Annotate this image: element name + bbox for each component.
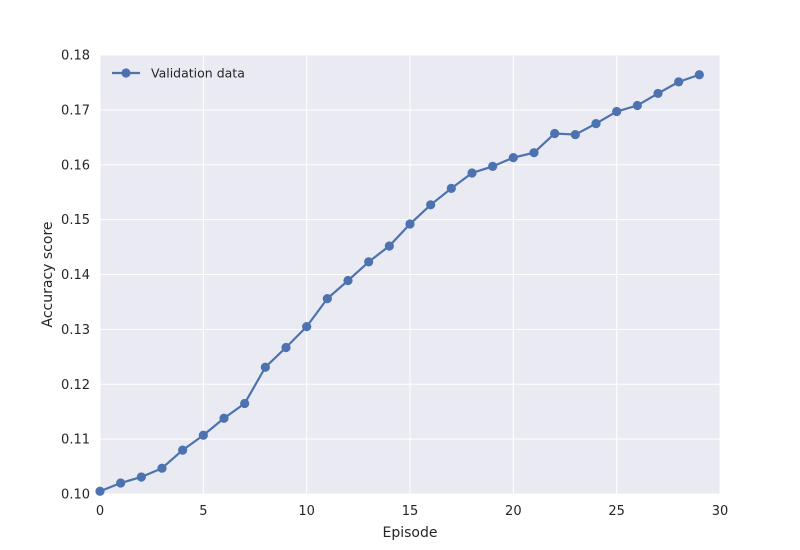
y-tick-label: 0.10 [61,488,90,503]
x-tick-label: 20 [505,504,522,519]
x-tick-label: 5 [199,504,207,519]
data-point [322,294,332,304]
data-point [364,257,374,267]
y-tick-label: 0.11 [61,433,90,448]
data-point [343,275,353,286]
data-point [281,342,291,353]
legend: Validation data [112,66,245,81]
data-point [178,445,188,455]
data-point [529,148,539,158]
data-point [591,118,601,129]
data-point [405,219,415,229]
data-point [612,106,622,117]
data-point [674,77,684,87]
x-tick-label: 15 [402,504,419,519]
data-point [653,88,663,99]
x-tick-label: 10 [298,504,315,519]
data-point [116,478,126,488]
data-point [488,161,498,171]
series-layer [95,70,704,496]
data-point [570,129,580,140]
x-axis-ticks: 0 5 10 15 20 25 30 [96,504,728,519]
legend-entry-validation-data: Validation data [151,66,245,81]
y-tick-label: 0.12 [61,378,90,393]
y-tick-label: 0.13 [61,323,90,338]
y-tick-label: 0.15 [61,213,90,228]
data-point [632,100,642,111]
y-axis-title: Accuracy score [40,222,56,328]
data-point [136,472,146,482]
data-point [426,200,436,210]
data-point [198,430,208,440]
data-point [694,70,704,80]
data-point [384,241,394,251]
data-point [260,362,270,372]
y-tick-label: 0.17 [61,103,90,118]
x-axis-title: Episode [383,525,438,541]
data-point [240,398,250,409]
data-point [550,128,560,139]
x-tick-label: 30 [712,504,729,519]
x-tick-label: 0 [96,504,104,519]
y-tick-label: 0.16 [61,158,90,173]
y-axis-ticks: 0.10 0.11 0.12 0.13 0.14 0.15 0.16 0.17 0.18 [61,49,90,503]
data-point [219,413,229,423]
y-tick-label: 0.18 [61,49,90,64]
data-point [302,322,312,332]
data-point [508,153,518,163]
x-tick-label: 25 [608,504,625,519]
data-point [467,168,477,178]
data-point [446,183,456,193]
data-point [157,463,167,473]
y-tick-label: 0.14 [61,268,90,283]
data-point [95,486,105,496]
legend-marker-swatch [121,68,131,78]
